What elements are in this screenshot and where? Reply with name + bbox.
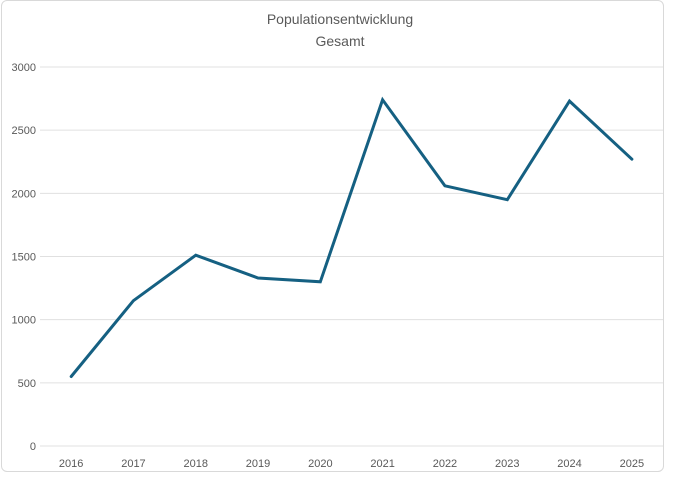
x-axis-tick-label: 2018 (184, 458, 208, 470)
y-axis-tick-label: 0 (30, 441, 36, 453)
series-line-gesamt (69, 96, 634, 378)
chart-border (1, 0, 664, 472)
x-axis-tick-label: 2016 (59, 458, 83, 470)
x-axis-tick-label: 2017 (121, 458, 145, 470)
y-axis-tick-label: 3000 (12, 62, 36, 74)
x-axis-tick-label: 2024 (557, 458, 581, 470)
y-axis-tick-label: 500 (18, 378, 36, 390)
chart-title-block: Populationsentwicklung Gesamt (0, 8, 680, 52)
x-axis-tick-label: 2020 (308, 458, 332, 470)
x-axis-tick-label: 2025 (620, 458, 644, 470)
x-axis-tick-label: 2019 (246, 458, 270, 470)
y-axis-tick-label: 2000 (12, 188, 36, 200)
x-axis-tick-label: 2023 (495, 458, 519, 470)
y-axis-tick-label: 2500 (12, 125, 36, 137)
x-axis-tick-label: 2021 (370, 458, 394, 470)
y-axis-tick-label: 1000 (12, 315, 36, 327)
y-axis-tick-label: 1500 (12, 252, 36, 264)
chart-title: Populationsentwicklung (266, 11, 414, 27)
chart-subtitle: Gesamt (315, 33, 365, 49)
x-axis-tick-label: 2022 (433, 458, 457, 470)
